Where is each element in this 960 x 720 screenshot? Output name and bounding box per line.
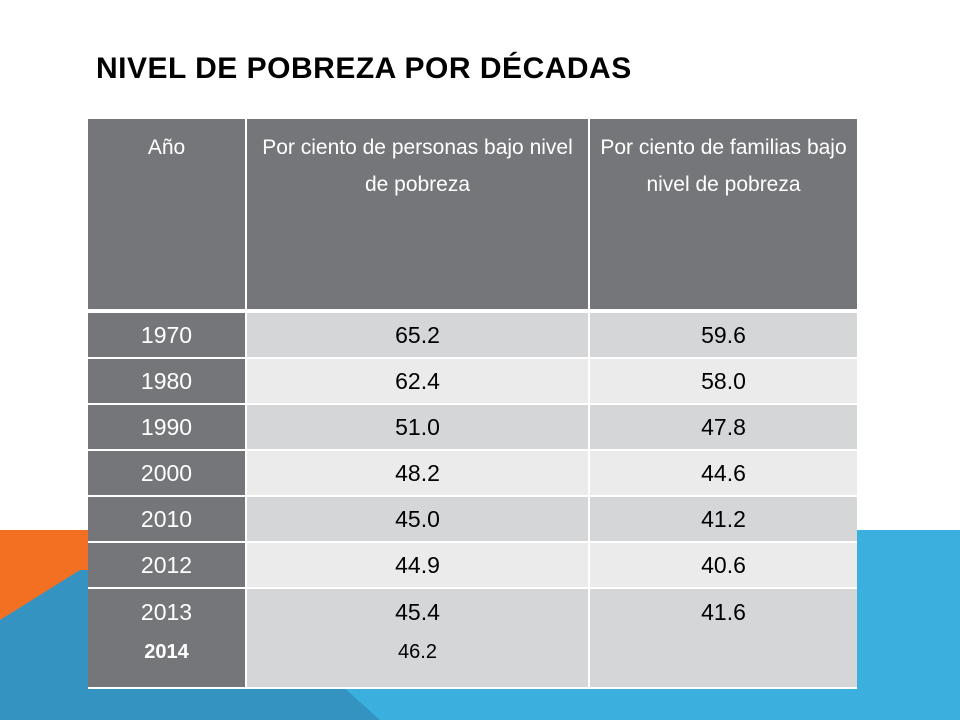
year-value: 2013 xyxy=(140,599,193,625)
personas-cell: 62.4 xyxy=(246,358,590,405)
year-cell: 2012 xyxy=(88,542,247,589)
personas-cell: 48.2 xyxy=(246,450,590,497)
table-row: 2012 44.9 40.6 xyxy=(88,542,857,589)
table-row: 2013 2014 45.4 46.2 41.6 xyxy=(88,588,857,689)
familias-cell: 41.2 xyxy=(589,496,857,543)
familias-cell: 59.6 xyxy=(589,311,857,359)
poverty-table: Año Por ciento de personas bajo nivel de… xyxy=(88,119,857,689)
familias-cell: 40.6 xyxy=(589,542,857,589)
personas-cell: 51.0 xyxy=(246,404,590,451)
slide-title: NIVEL DE POBREZA POR DÉCADAS xyxy=(96,52,632,85)
personas-value: 45.4 xyxy=(395,599,440,625)
familias-value: 41.6 xyxy=(701,599,746,625)
personas-cell: 44.9 xyxy=(246,542,590,589)
poverty-table-container: Año Por ciento de personas bajo nivel de… xyxy=(88,119,857,689)
header-personas: Por ciento de personas bajo nivel de pob… xyxy=(246,119,590,313)
table-row: 1990 51.0 47.8 xyxy=(88,404,857,451)
personas-cell: 65.2 xyxy=(246,311,590,359)
table-row: 1970 65.2 59.6 xyxy=(88,311,857,359)
table-row: 2000 48.2 44.6 xyxy=(88,450,857,497)
header-year: Año xyxy=(88,119,247,313)
year-cell: 1970 xyxy=(88,311,247,359)
familias-cell: 58.0 xyxy=(589,358,857,405)
familias-cell: 41.6 xyxy=(589,588,857,689)
year-cell: 1990 xyxy=(88,404,247,451)
year-cell: 1980 xyxy=(88,358,247,405)
blue-band-shape xyxy=(340,530,960,720)
familias-cell: 47.8 xyxy=(589,404,857,451)
personas-cell: 45.4 46.2 xyxy=(246,588,590,689)
year-cell: 2013 2014 xyxy=(88,588,247,689)
year-cell: 2000 xyxy=(88,450,247,497)
year-cell: 2010 xyxy=(88,496,247,543)
table-row: 1980 62.4 58.0 xyxy=(88,358,857,405)
header-familias: Por ciento de familias bajo nivel de pob… xyxy=(589,119,857,313)
personas-cell: 45.0 xyxy=(246,496,590,543)
table-header-row: Año Por ciento de personas bajo nivel de… xyxy=(88,119,857,313)
personas-value-secondary: 46.2 xyxy=(398,641,437,663)
table-row: 2010 45.0 41.2 xyxy=(88,496,857,543)
familias-cell: 44.6 xyxy=(589,450,857,497)
year-value-secondary: 2014 xyxy=(144,641,189,663)
